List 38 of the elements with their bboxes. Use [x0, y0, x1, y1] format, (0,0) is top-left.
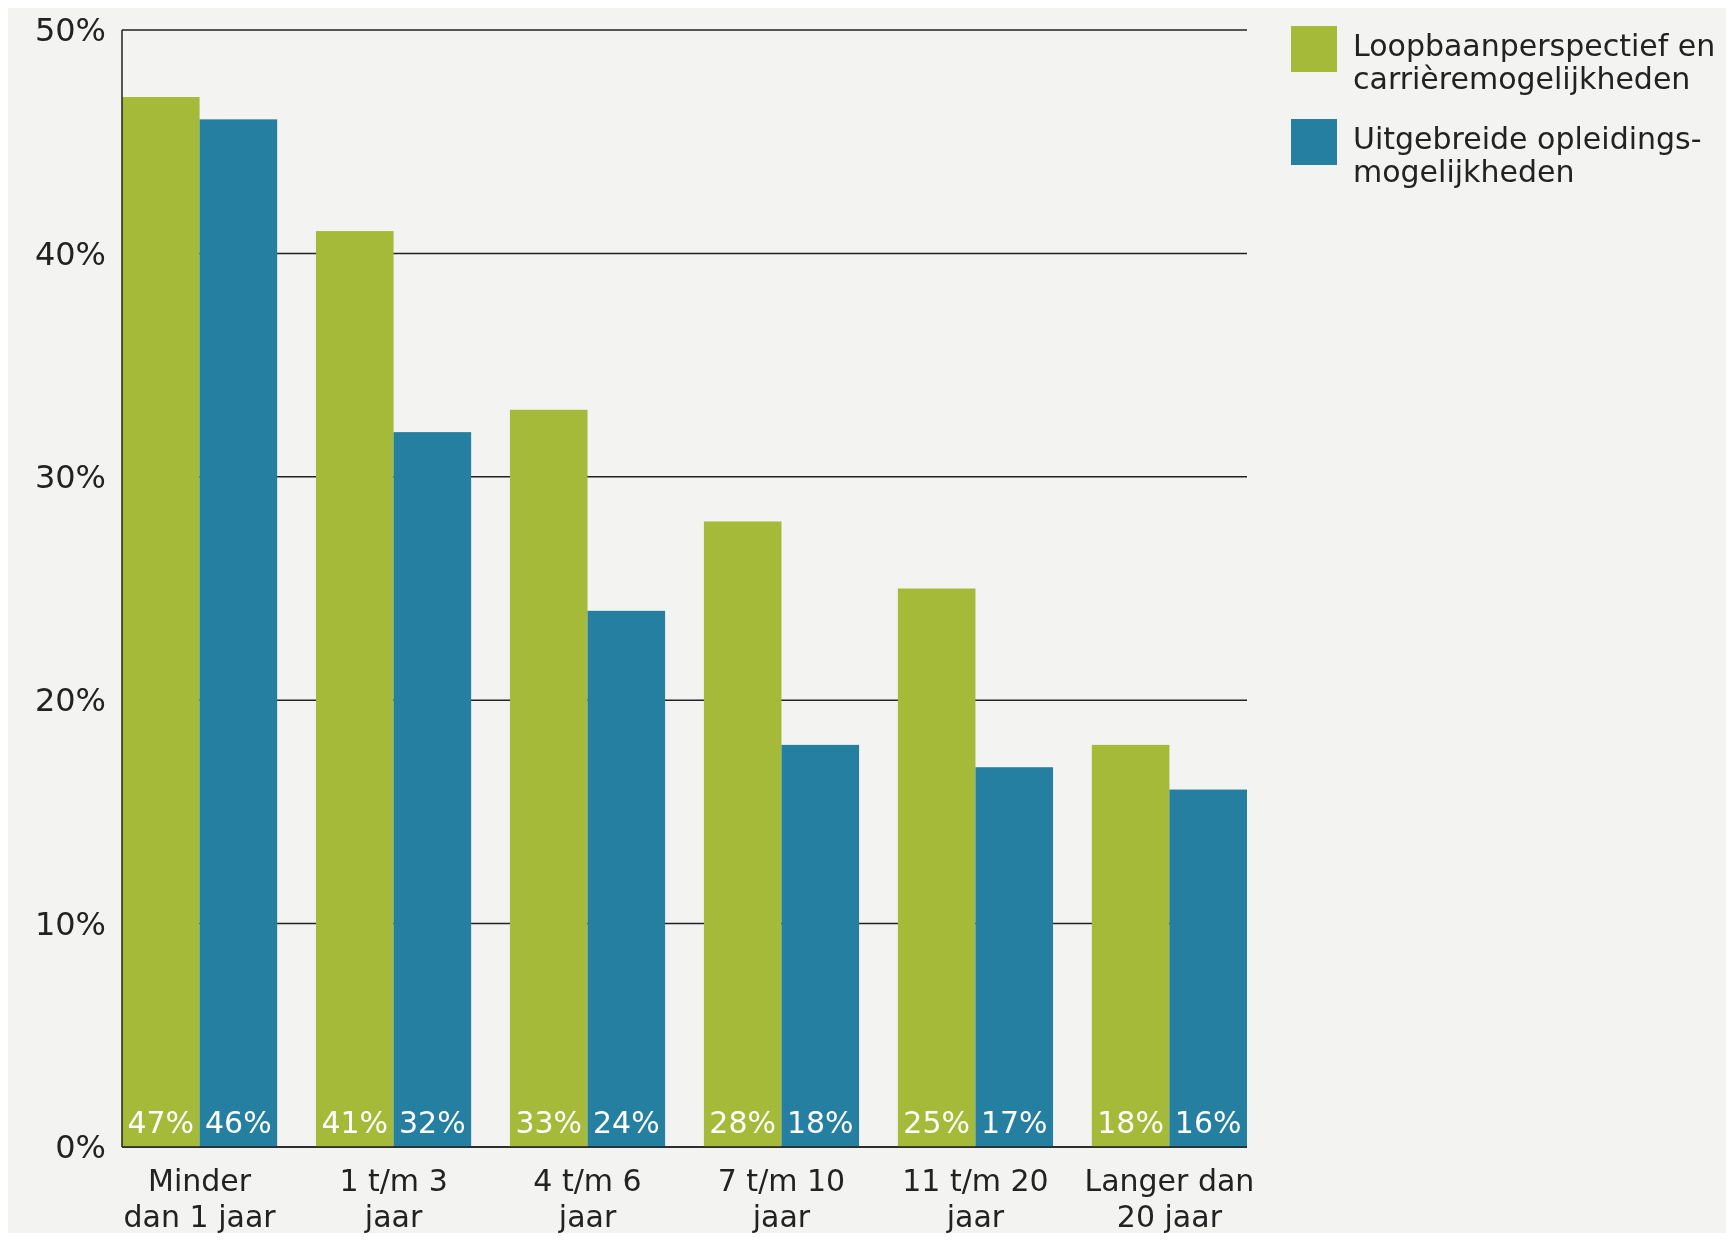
y-tick-label: 20%	[34, 681, 106, 720]
data-label: 24%	[592, 1105, 660, 1140]
bar	[393, 432, 472, 1147]
data-label: 17%	[980, 1105, 1048, 1140]
x-tick-label: 7 t/m 10 jaar	[717, 1163, 846, 1234]
x-tick-label: 1 t/m 3 jaar	[339, 1163, 448, 1234]
bar	[897, 588, 976, 1147]
bar	[509, 409, 588, 1147]
legend-label: Loopbaanperspectief en carrièremogelijkheden	[1353, 28, 1716, 96]
data-label: 46%	[205, 1105, 272, 1140]
bar	[703, 521, 782, 1147]
bar	[199, 119, 278, 1147]
data-label: 32%	[399, 1105, 466, 1140]
y-tick-label: 10%	[34, 904, 106, 943]
bar	[975, 767, 1054, 1147]
legend-label: Uitgebreide opleidings- mogelijkheden	[1353, 121, 1702, 189]
y-tick-label: 40%	[34, 234, 106, 273]
x-tick-label: 11 t/m 20 jaar	[902, 1163, 1049, 1234]
data-label: 18%	[1097, 1105, 1164, 1140]
bar	[1091, 744, 1170, 1147]
data-label: 28%	[709, 1105, 777, 1140]
data-label: 18%	[786, 1105, 854, 1140]
data-label: 41%	[321, 1105, 389, 1140]
x-tick-label: Minder dan 1 jaar	[123, 1163, 277, 1234]
bar	[781, 744, 860, 1147]
bar	[122, 97, 200, 1147]
data-label: 16%	[1174, 1105, 1242, 1140]
y-tick-label: 50%	[34, 11, 106, 50]
data-label: 47%	[127, 1105, 195, 1140]
data-label: 33%	[515, 1105, 583, 1140]
bar	[587, 610, 666, 1147]
y-tick-label: 0%	[55, 1128, 106, 1167]
x-tick-label: 4 t/m 6 jaar	[533, 1163, 642, 1234]
x-tick-label: Langer dan 20 jaar	[1084, 1163, 1255, 1234]
bar	[1169, 789, 1247, 1147]
y-tick-label: 30%	[34, 458, 106, 496]
bar	[315, 231, 394, 1147]
data-label: 25%	[903, 1105, 970, 1140]
